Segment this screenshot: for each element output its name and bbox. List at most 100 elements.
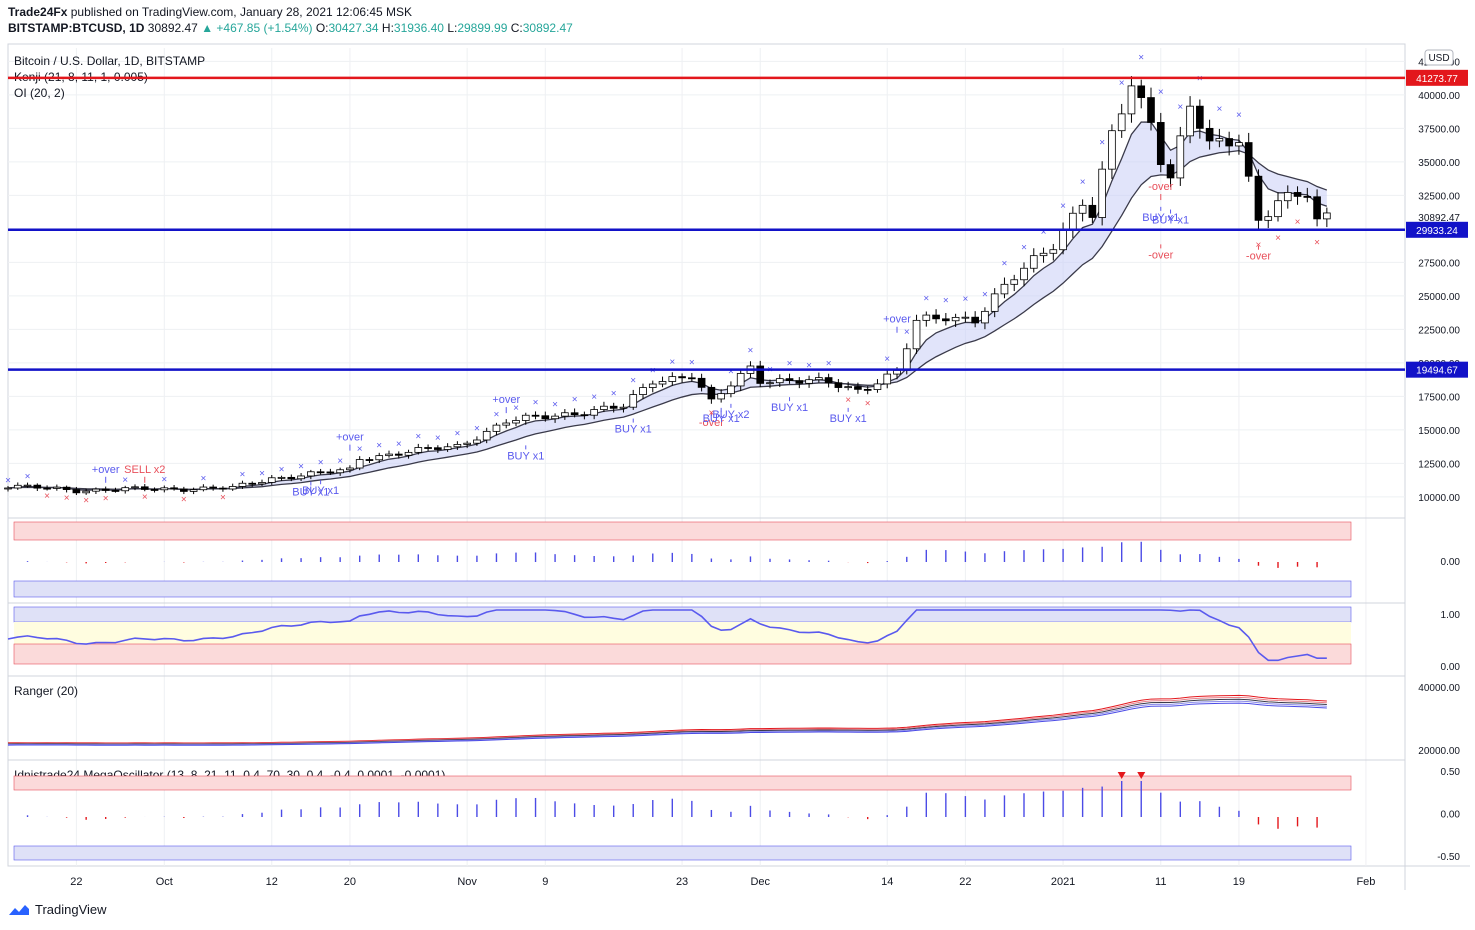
- oi-marker: ×: [1060, 201, 1066, 212]
- tradingview-brand: TradingView: [35, 902, 107, 917]
- candle-body: [1166, 164, 1175, 179]
- oi-marker: ×: [494, 409, 500, 420]
- candle-body: [394, 453, 403, 456]
- oi-marker: ×: [884, 354, 890, 365]
- oi-marker: ×: [1119, 78, 1125, 89]
- candle-body: [287, 476, 296, 480]
- oi-marker: ×: [1138, 53, 1144, 64]
- oi-marker: ×: [1236, 110, 1242, 121]
- candle-body: [600, 405, 608, 410]
- tradingview-logo-icon: [9, 904, 29, 915]
- signal-label: +over: [336, 432, 364, 444]
- ranger-line: [7, 698, 1327, 745]
- candle-body: [981, 310, 989, 324]
- candle-body: [1303, 196, 1312, 198]
- candle-body: [101, 488, 110, 491]
- signal-label: BUY x1: [302, 485, 339, 497]
- signal-label: BUY x1: [1152, 215, 1189, 227]
- symbol-name[interactable]: BITSTAMP:BTCUSD, 1D: [8, 21, 145, 35]
- mega-sell-triangle: [1137, 772, 1146, 779]
- oi-marker: ×: [474, 424, 480, 435]
- candle-body: [13, 484, 22, 489]
- publisher-name[interactable]: Trade24Fx: [8, 5, 68, 19]
- candle-body: [844, 386, 852, 389]
- oi-marker: ×: [513, 403, 519, 414]
- candle-body: [23, 484, 32, 487]
- candle-body: [355, 459, 364, 469]
- candle-body: [668, 376, 677, 382]
- candle-body: [199, 486, 208, 491]
- candle-body: [951, 316, 960, 322]
- oi-marker: ×: [5, 475, 11, 486]
- candle-body: [375, 455, 384, 461]
- oi-marker: ×: [728, 366, 734, 377]
- signal-label: -over: [1246, 251, 1271, 263]
- published-text: published on TradingView.com, January 28…: [70, 5, 413, 19]
- candle-body: [707, 386, 716, 400]
- oi-marker: ×: [630, 375, 636, 386]
- candle-body: [228, 486, 237, 490]
- candle-body: [111, 490, 120, 492]
- kenji-cloud: [8, 122, 1327, 491]
- x-tick-label: 19: [1233, 876, 1245, 888]
- candle-body: [1323, 212, 1331, 220]
- candle-body: [570, 412, 579, 416]
- candle-body: [854, 386, 862, 390]
- x-tick-label: Feb: [1356, 876, 1375, 888]
- candle-body: [160, 487, 169, 491]
- candle-body: [1108, 130, 1116, 170]
- candle-body: [775, 378, 784, 384]
- ranger-line: [7, 694, 1327, 744]
- signal-label: BUY x2: [712, 409, 749, 421]
- y-tick-label: 35000.00: [1418, 158, 1460, 169]
- oi-marker: ×: [826, 358, 832, 369]
- candle-body: [873, 383, 882, 390]
- oi-marker: ×: [1177, 102, 1183, 113]
- oi-marker: ×: [1002, 258, 1008, 269]
- candle-body: [453, 444, 462, 448]
- oi-marker: ×: [64, 493, 70, 504]
- candle-body: [824, 377, 833, 384]
- x-tick-label: 14: [881, 876, 893, 888]
- oi-marker: ×: [415, 431, 421, 442]
- tdi-neutral-band: [14, 622, 1351, 646]
- signal-label: BUY x1: [771, 402, 808, 414]
- candle-body: [1078, 204, 1087, 214]
- candle-body: [414, 447, 423, 453]
- level-label-bg: [1406, 221, 1468, 238]
- oi-marker: ×: [357, 444, 363, 455]
- oi-marker: ×: [904, 327, 910, 338]
- candle-body: [1117, 113, 1126, 132]
- candle-body: [619, 406, 628, 409]
- oi-marker: ×: [396, 439, 402, 450]
- candle-body: [609, 405, 618, 409]
- signal-label: BUY x1: [830, 413, 867, 425]
- oi-marker: ×: [1275, 233, 1281, 244]
- candle-body: [1059, 230, 1067, 251]
- candle-body: [404, 451, 413, 456]
- oi-marker: ×: [650, 366, 656, 377]
- candle-body: [629, 394, 638, 408]
- candle-body: [727, 385, 735, 395]
- candle-body: [785, 378, 794, 381]
- candle-body: [1098, 168, 1106, 218]
- signal-label: +over: [92, 464, 120, 476]
- candle-body: [1215, 138, 1224, 142]
- oi-marker: ×: [1216, 104, 1222, 115]
- candle-body: [43, 487, 51, 490]
- oi-marker: ×: [454, 429, 460, 440]
- candle-body: [150, 489, 159, 491]
- signal-label: BUY x1: [615, 424, 652, 436]
- oi-marker: ×: [181, 495, 187, 506]
- open-label: O:: [315, 21, 329, 35]
- candle-body: [1274, 200, 1282, 218]
- candle-body: [902, 348, 911, 371]
- candle-body: [1283, 192, 1292, 202]
- candle-body: [1039, 252, 1048, 257]
- tradingview-footer[interactable]: TradingView: [8, 902, 107, 917]
- candle-body: [942, 318, 950, 322]
- oi-marker: ×: [240, 470, 246, 481]
- close-value: 30892.47: [522, 21, 573, 35]
- candle-body: [170, 487, 178, 490]
